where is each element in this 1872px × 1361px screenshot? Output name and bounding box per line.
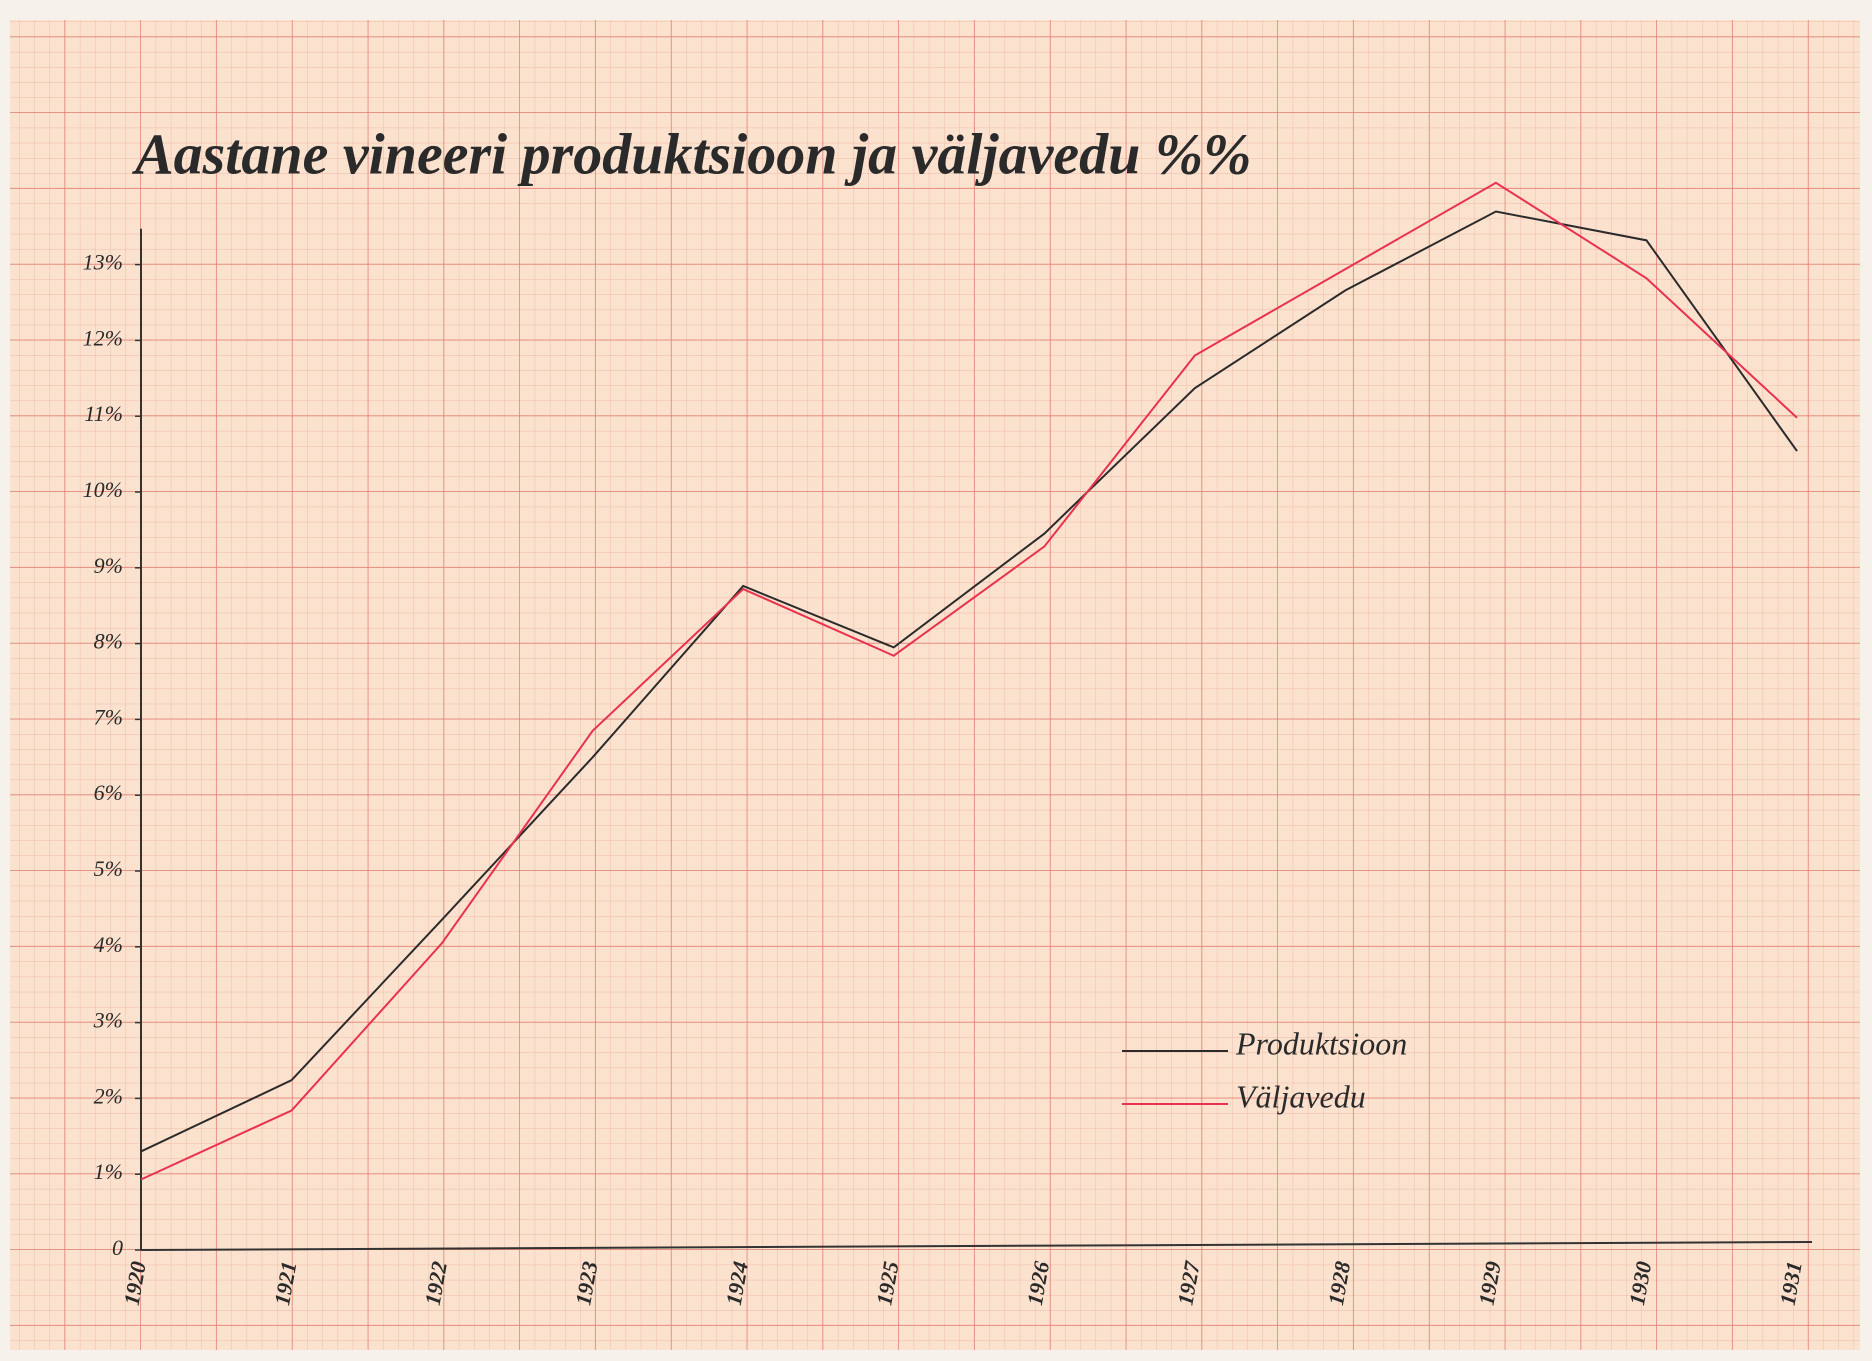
x-axis — [140, 1241, 1813, 1251]
y-tick-label: 4% — [94, 932, 123, 957]
legend-label: Väljavedu — [1236, 1078, 1366, 1114]
y-tick-label: 13% — [83, 250, 123, 275]
y-tick-label: 6% — [94, 780, 123, 805]
y-tick-label: 8% — [94, 629, 123, 654]
y-tick-label: 12% — [83, 325, 123, 350]
y-tick-label: 10% — [83, 477, 123, 502]
y-tick-label: 1% — [94, 1159, 123, 1184]
series-line — [140, 181, 1798, 1181]
series-line — [140, 210, 1798, 1153]
y-tick-label: 5% — [94, 856, 123, 881]
y-tick-label: 11% — [84, 401, 123, 426]
legend-label: Produktsioon — [1235, 1025, 1407, 1061]
y-tick-label: 3% — [93, 1008, 123, 1033]
y-tick-label: 2% — [94, 1083, 123, 1108]
paper-major-grid — [10, 20, 1860, 1350]
y-tick-label: 9% — [94, 553, 123, 578]
y-tick-label: 0 — [112, 1235, 123, 1260]
chart-title: Aastane vineeri produktsioon ja väljaved… — [132, 121, 1252, 186]
y-tick-label: 7% — [94, 704, 123, 729]
